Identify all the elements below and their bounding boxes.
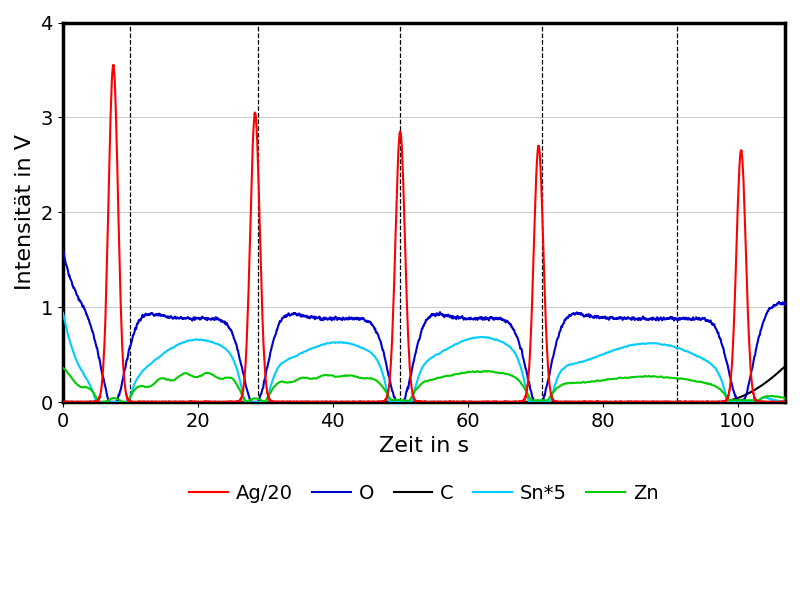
O [517, 346, 526, 353]
Ag/20 [632, 398, 642, 406]
Sn*5 [58, 309, 67, 316]
Sn*5 [94, 398, 104, 406]
O [106, 398, 115, 406]
C [58, 398, 68, 406]
Zn [486, 368, 495, 375]
Ag/20 [109, 61, 118, 68]
Ag/20 [58, 398, 67, 406]
O [319, 314, 329, 321]
C [594, 398, 603, 406]
O [594, 313, 603, 320]
Zn [780, 395, 790, 403]
Sn*5 [92, 398, 102, 406]
Zn [517, 380, 526, 388]
O [58, 245, 67, 252]
Sn*5 [517, 368, 526, 375]
Zn [121, 399, 130, 406]
Ag/20 [58, 398, 67, 406]
Zn [58, 364, 67, 371]
Line: Sn*5: Sn*5 [62, 313, 785, 402]
Sn*5 [319, 341, 329, 348]
Line: C: C [62, 366, 785, 402]
Sn*5 [594, 352, 603, 359]
Ag/20 [517, 398, 526, 406]
Ag/20 [94, 395, 104, 402]
Y-axis label: Intensität in V: Intensität in V [15, 134, 35, 290]
C [58, 398, 67, 406]
Line: Ag/20: Ag/20 [62, 65, 785, 402]
Zn [319, 371, 329, 379]
C [780, 362, 790, 370]
O [486, 314, 495, 322]
C [486, 398, 495, 406]
Zn [594, 377, 603, 384]
Legend: Ag/20, O, C, Sn*5, Zn: Ag/20, O, C, Sn*5, Zn [181, 476, 666, 511]
O [780, 301, 790, 308]
Zn [632, 373, 642, 380]
C [319, 398, 329, 406]
O [632, 316, 642, 323]
Sn*5 [780, 398, 790, 406]
C [517, 398, 526, 406]
Sn*5 [486, 334, 495, 341]
O [94, 355, 104, 362]
Ag/20 [319, 398, 329, 406]
C [94, 398, 104, 406]
Ag/20 [594, 398, 603, 406]
C [632, 398, 642, 406]
Zn [94, 398, 104, 406]
X-axis label: Zeit in s: Zeit in s [378, 436, 469, 457]
Sn*5 [632, 341, 642, 348]
Ag/20 [486, 398, 495, 406]
Line: Zn: Zn [62, 368, 785, 403]
Sn*5 [58, 309, 68, 316]
Line: O: O [62, 248, 785, 402]
Ag/20 [780, 398, 790, 406]
